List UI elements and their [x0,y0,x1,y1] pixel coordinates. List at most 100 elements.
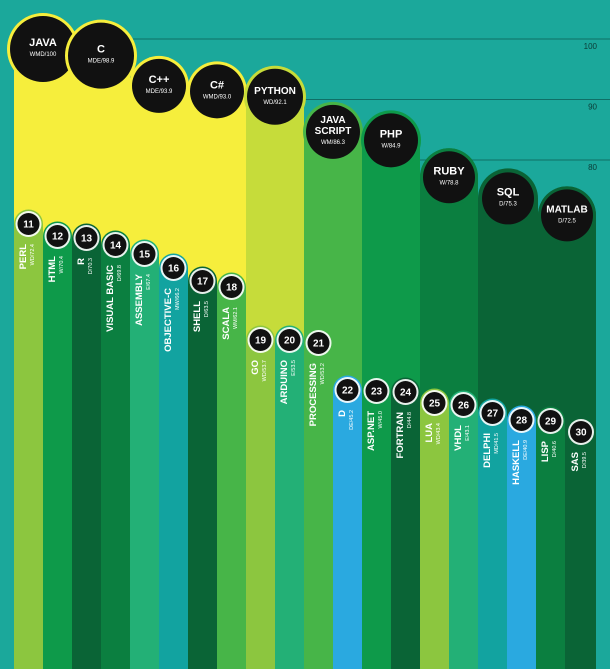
bar-label-asp-net: ASP.NET [366,411,377,451]
rank-circle-shell [191,270,214,292]
bar-fill-arduino [275,325,304,669]
rank-number-visual-basic: 14 [110,241,122,252]
rank-number-go: 19 [255,336,267,347]
tick-label-90: 90 [588,103,597,112]
rank-number-vhdl: 26 [458,401,470,412]
bar-label-vhdl: VHDL [453,425,464,451]
bar-visual-basic: 14 VISUAL BASIC D/69.8 [101,230,130,669]
bubble-java-script [306,104,360,159]
bar-fill-vhdl [449,390,478,669]
rank-circle-lua [423,392,446,414]
bar-asp-net: 23 ASP.NET W/45.0 [362,376,391,669]
bar-assembly: 15 ASSEMBLY E/67.4 [130,239,159,669]
bar-fill-visual-basic [101,230,130,669]
bar-fill-sas [566,417,596,669]
bar-sublabel-assembly: E/67.4 [146,274,152,290]
bar-sublabel-delphi: MD/41.5 [494,433,500,454]
bar-sublabel-d: DE/45.2 [349,410,355,430]
bubble-name-sql: SQL [497,186,520,198]
rank-number-html: 12 [52,232,64,243]
bar-d: 22 D DE/45.2 [333,375,362,669]
rank-circle-go [249,329,272,351]
bar-sublabel-lua: WD/43.4 [436,423,442,444]
bar-sublabel-r: D/70.3 [88,258,94,274]
rank-number-scala: 18 [226,283,238,294]
rank-number-assembly: 15 [139,250,151,261]
rank-circle-scala [220,276,243,298]
bar-sublabel-shell: D/63.5 [204,301,210,317]
bar-sublabel-vhdl: E/43.1 [465,425,471,441]
rank-number-delphi: 27 [487,409,499,420]
bubble-sub-matlab: D/72.5 [558,218,576,224]
bar-fortran: 24 FORTRAN D/44.8 [391,377,420,669]
bubble-java [10,16,76,82]
rank-circle-asp-net [365,380,388,402]
bar-fill-d [333,375,362,669]
bar-label-sas: SAS [570,452,581,472]
bar-label-go: GO [250,360,261,375]
bubble-sub-sql: D/75.3 [499,201,517,207]
rank-circle-haskell [510,409,533,431]
bubble-php [364,113,418,168]
bar-vhdl: 26 VHDL E/43.1 [449,390,478,669]
bar-label-lua: LUA [424,423,435,443]
bar-sublabel-scala: WM/62.1 [233,307,239,329]
bar-fill-fortran [391,377,420,669]
bar-fill-processing [304,328,333,669]
bar-processing: 21 PROCESSING WD/53.2 [304,328,333,669]
rank-number-asp-net: 23 [371,387,383,398]
rank-circle-arduino [278,329,301,351]
bar-objective-c: 16 OBJECTIVE-C MW/66.2 [159,253,188,669]
bar-fill-assembly [130,239,159,669]
rank-number-r: 13 [81,234,93,245]
rank-number-shell: 17 [197,277,209,288]
bar-sublabel-visual-basic: D/69.8 [117,265,123,281]
bar-lisp: 29 LISP D/40.6 [536,406,565,669]
bar-html: 12 HTML W/70.4 [43,221,72,669]
rank-circle-lisp [539,410,562,432]
rank-circle-sas [570,421,592,443]
bubble-python [247,68,303,125]
bar-label-objective-c: OBJECTIVE-C [163,288,174,352]
rank-number-d: 22 [342,386,354,397]
bubble-sub-java-script: WM/86.3 [321,140,346,146]
bar-label-assembly: ASSEMBLY [134,273,145,326]
rank-circle-objective-c [162,257,185,279]
rank-number-fortran: 24 [400,388,412,399]
bubble-sql [482,172,534,225]
bar-fill-lua [420,388,449,669]
bubble-name-java: JAVA [29,37,57,49]
bubble-ruby [423,151,475,204]
bubble-name-php: PHP [380,128,403,140]
bar-r: 13 R D/70.3 [72,223,101,669]
bubble-name-ruby: RUBY [433,165,465,177]
bar-sublabel-go: WD/53.7 [262,360,268,381]
bar-fill-r [72,223,101,669]
rank-circle-html [46,225,69,247]
bubble-c [68,22,134,89]
bar-fill-asp-net [362,376,391,669]
bar-label-html: HTML [47,256,58,283]
rank-number-haskell: 28 [516,416,528,427]
bar-label-r: R [76,258,87,265]
rank-number-lua: 25 [429,399,441,410]
bar-sublabel-haskell: DE/40.9 [523,440,529,460]
bar-sublabel-objective-c: MW/66.2 [175,288,181,310]
bar-label-visual-basic: VISUAL BASIC [105,265,116,332]
bar-fill-haskell [507,405,536,669]
bar-sublabel-lisp: D/40.6 [552,441,558,457]
bubble-name-c: C [97,44,105,56]
rank-number-perl: 11 [23,220,34,231]
bar-fill-delphi [478,398,507,669]
bar-fill-shell [188,266,217,669]
rank-circle-d [336,379,359,401]
bubble-sub-ruby: W/78.8 [439,180,459,186]
bar-sas: 30 SAS D/39.5 [566,417,596,669]
bar-lua: 25 LUA WD/43.4 [420,388,449,669]
bar-haskell: 28 HASKELL DE/40.9 [507,405,536,669]
rank-circle-processing [307,332,330,354]
rank-number-arduino: 20 [284,336,296,347]
rank-number-sas: 30 [575,428,587,439]
bar-sublabel-arduino: E/53.5 [291,360,297,376]
bar-arduino: 20 ARDUINO E/53.5 [275,325,304,669]
